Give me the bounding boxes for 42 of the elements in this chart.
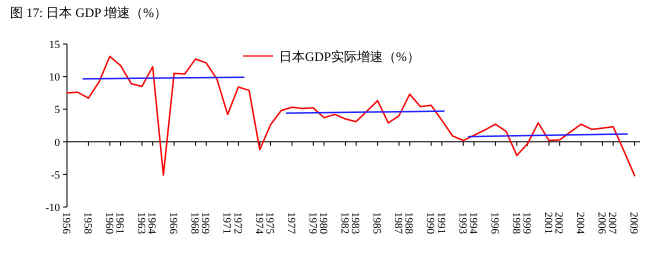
- x-tick-label: 1966: [167, 212, 180, 234]
- x-tick-label: 1991: [434, 212, 447, 234]
- chart-title: 图 17: 日本 GDP 增速（%）: [10, 5, 167, 20]
- x-tick-label: 1996: [488, 212, 500, 234]
- x-tick-label: 1982: [338, 212, 350, 234]
- y-tick-label: 0: [54, 136, 60, 149]
- x-tick-label: 1990: [424, 212, 436, 234]
- y-tick-label: -10: [45, 202, 60, 214]
- x-tick-label: 2009: [628, 212, 640, 234]
- x-tick-label: 1971: [220, 212, 233, 234]
- x-tick-label: 1958: [81, 212, 94, 234]
- y-tick-label: 10: [49, 72, 60, 84]
- y-tick-label: -5: [50, 169, 60, 182]
- x-tick-label: 1987: [392, 212, 404, 234]
- x-tick-label: 1964: [146, 212, 158, 234]
- x-tick-label: 1968: [188, 212, 201, 234]
- x-tick-label: 1994: [466, 212, 479, 234]
- x-tick-label: 1960: [102, 212, 115, 234]
- x-tick-label: 2002: [552, 212, 565, 234]
- x-tick-label: 2006: [596, 212, 608, 234]
- x-tick-label: 2007: [606, 212, 618, 234]
- x-tick-label: 1961: [114, 212, 126, 234]
- x-tick-label: 1956: [60, 212, 72, 234]
- x-tick-label: 1985: [370, 212, 383, 234]
- x-tick-label: 1974: [252, 212, 265, 234]
- x-tick-label: 1979: [306, 212, 318, 234]
- x-tick-label: 1963: [134, 212, 147, 234]
- x-tick-label: 1972: [231, 212, 244, 234]
- x-tick-label: 1980: [317, 212, 330, 234]
- x-tick-label: 1977: [284, 212, 297, 234]
- x-tick-label: 1969: [199, 212, 212, 234]
- x-tick-label: 2001: [542, 212, 554, 234]
- y-tick-label: 15: [49, 39, 60, 51]
- x-tick-label: 1983: [349, 212, 362, 234]
- legend-label: 日本GDP实际增速（%）: [279, 49, 420, 64]
- x-tick-label: 1993: [456, 212, 468, 234]
- x-tick-label: 1975: [263, 212, 276, 234]
- y-tick-label: 5: [54, 104, 60, 116]
- x-tick-label: 2004: [574, 212, 586, 234]
- x-tick-label: 1998: [510, 212, 522, 234]
- x-tick-label: 1999: [520, 212, 533, 234]
- x-tick-label: 1988: [402, 212, 415, 234]
